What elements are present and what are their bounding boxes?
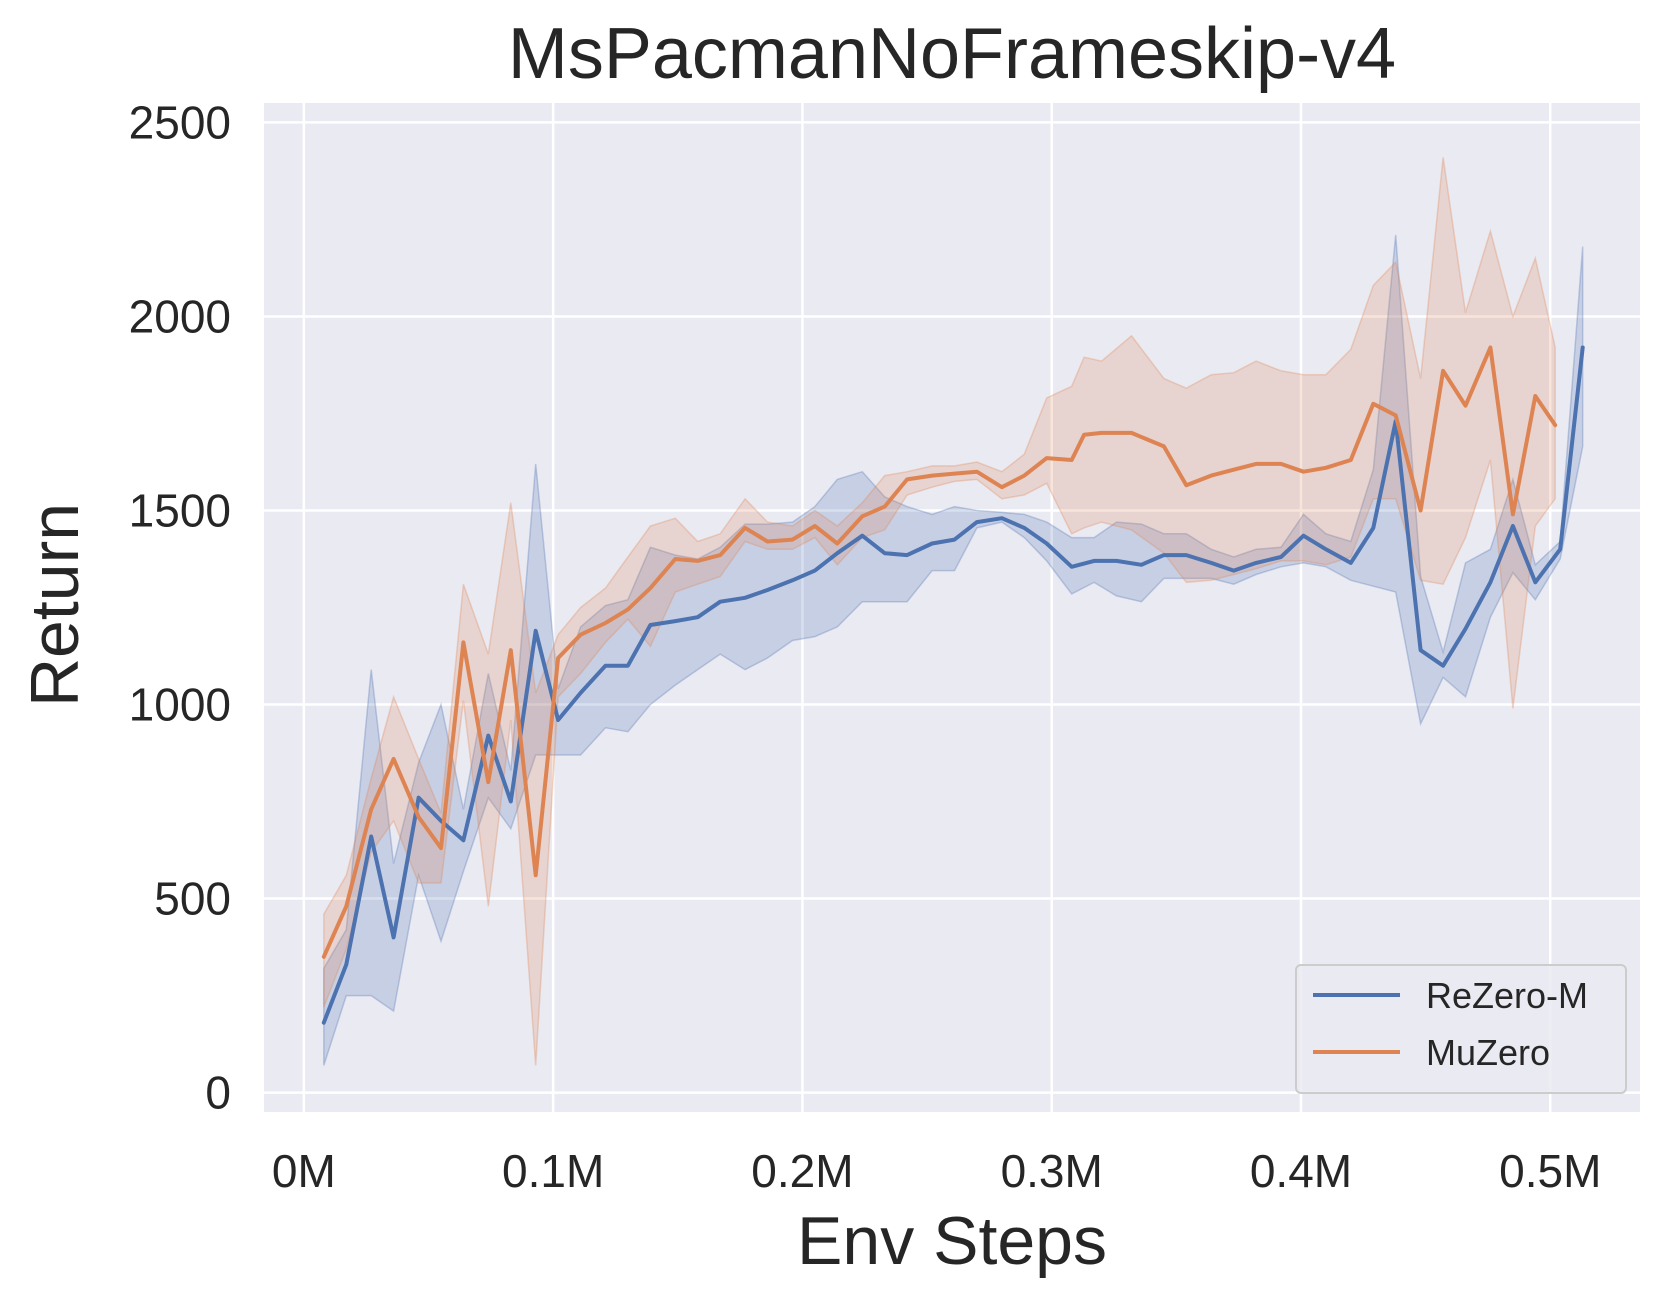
legend-label-muzero: MuZero bbox=[1426, 1032, 1550, 1073]
grid-layer bbox=[264, 103, 1640, 1112]
confidence-band-rezero-m bbox=[323, 234, 1584, 1066]
y-tick-label: 2500 bbox=[129, 96, 231, 148]
y-tick-label: 1000 bbox=[129, 679, 231, 731]
y-tick-label: 1500 bbox=[129, 484, 231, 536]
y-tick-label: 500 bbox=[154, 873, 231, 925]
x-tick-label: 0.5M bbox=[1499, 1145, 1601, 1197]
x-tick-label: 0M bbox=[272, 1145, 336, 1197]
x-tick-label: 0.1M bbox=[502, 1145, 604, 1197]
plot-area bbox=[264, 103, 1640, 1112]
x-tick-label: 0.2M bbox=[751, 1145, 853, 1197]
series-line-layer bbox=[321, 345, 1585, 1025]
x-axis-label: Env Steps bbox=[797, 1203, 1107, 1279]
legend-label-rezero-m: ReZero-M bbox=[1426, 975, 1588, 1016]
series-line-muzero bbox=[321, 345, 1558, 959]
tick-label-layer: 0M 0.1M 0.2M 0.3M 0.4M 0.5M 0 500 1000 1500 2000 25… bbox=[129, 96, 1602, 1197]
series-line-rezero-m bbox=[321, 345, 1585, 1025]
y-tick-label: 0 bbox=[205, 1067, 231, 1119]
chart-title: MsPacmanNoFrameskip-v4 bbox=[508, 14, 1396, 94]
y-tick-label: 2000 bbox=[129, 290, 231, 342]
x-tick-label: 0.4M bbox=[1250, 1145, 1352, 1197]
confidence-band-muzero bbox=[323, 157, 1556, 1066]
confidence-band-layer bbox=[323, 157, 1584, 1066]
legend: ReZero-M MuZero bbox=[1295, 964, 1627, 1094]
x-tick-label: 0.3M bbox=[1001, 1145, 1103, 1197]
y-axis-label: Return bbox=[17, 503, 93, 707]
